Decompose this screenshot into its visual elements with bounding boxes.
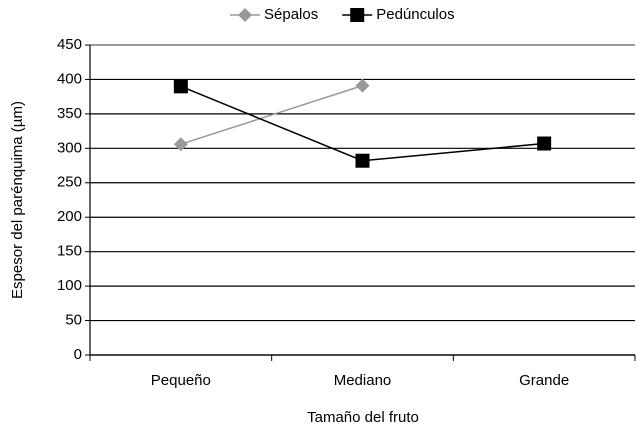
y-tick-label: 0 [74, 346, 82, 363]
y-tick-label: 350 [57, 105, 82, 122]
series-line [180, 84, 363, 145]
series-line [180, 85, 545, 162]
y-tick-label: 100 [57, 277, 82, 294]
marker [355, 78, 370, 93]
legend-label: Sépalos [264, 6, 318, 23]
marker [238, 8, 252, 22]
x-tick-label: Pequeño [151, 372, 211, 389]
marker [173, 79, 188, 94]
x-tick-label: Grande [519, 372, 569, 389]
y-tick-label: 400 [57, 70, 82, 87]
y-tick-label: 200 [57, 208, 82, 225]
marker [355, 153, 370, 168]
x-tick-label: Mediano [334, 372, 392, 389]
marker [537, 136, 552, 151]
y-tick-label: 250 [57, 174, 82, 191]
y-tick-label: 300 [57, 139, 82, 156]
y-axis-label: Espesor del parénquima (µm) [9, 101, 26, 299]
marker [173, 137, 188, 152]
y-tick-label: 450 [57, 36, 82, 53]
y-tick-label: 50 [65, 312, 82, 329]
marker [350, 8, 365, 22]
legend-label: Pedúnculos [376, 6, 454, 23]
y-tick-label: 150 [57, 243, 82, 260]
x-axis-label: Tamaño del fruto [307, 409, 419, 426]
